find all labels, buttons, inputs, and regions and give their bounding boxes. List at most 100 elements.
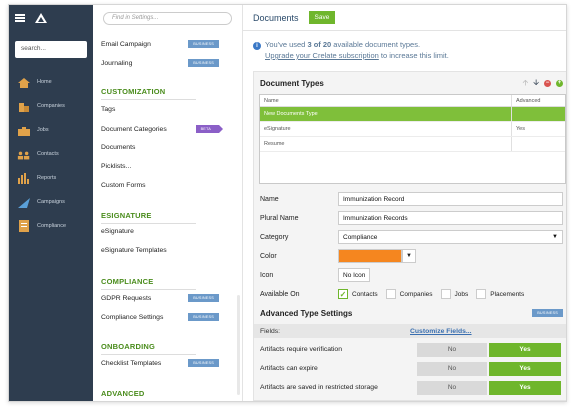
settings-item-label: GDPR Requests [101,294,152,302]
nav-item-compliance[interactable]: Compliance [9,214,93,238]
business-badge: BUSINESS [188,313,219,321]
add-icon[interactable]: + [556,79,563,87]
crelate-logo-icon[interactable] [35,13,47,23]
remove-icon[interactable]: − [544,79,551,87]
icon-picker-button[interactable]: No Icon [338,268,371,282]
settings-item-label: Documents [101,144,136,151]
table-row[interactable]: Resume [260,137,565,152]
section-divider [101,354,196,355]
nav-item-label: Campaigns [37,199,65,205]
cell-advanced [512,107,565,121]
home-icon [17,76,31,88]
nav-item-companies[interactable]: Companies [9,94,93,118]
nav-item-jobs[interactable]: Jobs [9,118,93,142]
app-window: search... Home Companies Jobs Contacts R… [8,4,567,402]
beta-badge: BETA [195,125,224,133]
settings-item-tags[interactable]: Tags [101,106,219,113]
fields-label: Fields: [260,327,281,335]
settings-item-email-campaign[interactable]: Email Campaign BUSINESS [101,40,219,48]
advanced-settings-header: Advanced Type Settings BUSINESS [254,304,566,322]
cell-name: New Documents Type [260,107,512,121]
cell-advanced [512,137,565,151]
nav-item-campaigns[interactable]: Campaigns [9,190,93,214]
nav-item-contacts[interactable]: Contacts [9,142,93,166]
available-placements[interactable]: Placements [476,289,524,299]
move-down-icon[interactable]: 🡫 [533,78,539,87]
settings-scrollbar[interactable] [237,295,240,395]
contacts-checkbox[interactable]: ✓ [338,289,348,299]
nav-item-reports[interactable]: Reports [9,166,93,190]
panel-title: Document Types [260,78,324,88]
nav-item-label: Jobs [37,127,49,133]
color-dropdown-icon[interactable]: ▼ [402,249,416,263]
settings-item-documents[interactable]: Documents [101,144,219,151]
compliance-icon [17,220,31,232]
category-row: Category Compliance ▼ [260,228,565,246]
table-row[interactable]: New Documents Type [260,107,565,122]
settings-item-esignature-templates[interactable]: eSignature Templates [101,247,219,254]
settings-item-label: Custom Forms [101,182,146,189]
menu-icon[interactable] [15,14,25,22]
name-input[interactable]: Immunization Record [338,192,563,206]
setting-can-expire: Artifacts can expire No Yes [254,360,566,377]
nav-item-label: Home [37,79,52,85]
settings-item-journaling[interactable]: Journaling BUSINESS [101,59,219,67]
section-compliance: COMPLIANCE [101,277,154,286]
contacts-label: Contacts [352,290,378,298]
yes-toggle[interactable]: Yes [489,361,561,376]
settings-item-compliance-settings[interactable]: Compliance Settings BUSINESS [101,313,219,321]
name-row: Name Immunization Record [260,190,565,208]
business-badge: BUSINESS [188,40,219,48]
section-customization: CUSTOMIZATION [101,87,166,96]
color-label: Color [260,252,277,260]
nav-item-home[interactable]: Home [9,70,93,94]
info-icon: i [253,42,261,50]
usage-count: 3 of 20 [307,40,332,49]
fields-row: Fields: Customize Fields... [254,324,566,338]
color-swatch[interactable] [338,249,402,263]
available-jobs[interactable]: Jobs [440,289,469,299]
contacts-icon [17,148,31,160]
plural-name-row: Plural Name Immunization Records [260,209,565,227]
section-divider [101,223,196,224]
plural-name-input[interactable]: Immunization Records [338,211,563,225]
jobs-label: Jobs [454,290,469,298]
no-toggle[interactable]: No [417,380,487,395]
available-companies[interactable]: Companies [385,289,433,299]
section-advanced: ADVANCED [101,389,145,398]
nav-search-input[interactable]: search... [15,41,87,58]
no-toggle[interactable]: No [417,361,487,376]
yes-toggle[interactable]: Yes [489,380,561,395]
jobs-checkbox[interactable] [440,289,451,299]
settings-search-input[interactable]: Find in Settings... [103,12,232,25]
icon-row: Icon No Icon [260,266,565,284]
section-divider [101,99,196,100]
color-row: Color ▼ [260,247,565,265]
move-up-icon[interactable]: 🡩 [522,78,529,87]
settings-item-gdpr-requests[interactable]: GDPR Requests BUSINESS [101,294,219,302]
save-button[interactable]: Save [308,11,336,24]
no-toggle[interactable]: No [417,342,487,357]
yes-toggle[interactable]: Yes [489,342,561,357]
settings-item-document-categories[interactable]: Document Categories BETA [101,125,224,133]
table-row[interactable]: eSignature Yes [260,122,565,137]
settings-item-label: Document Categories [101,125,167,133]
business-badge: BUSINESS [532,309,563,317]
placements-checkbox[interactable] [476,289,487,299]
setting-label: Artifacts are saved in restricted storag… [260,384,378,391]
name-label: Name [260,195,279,203]
settings-item-custom-forms[interactable]: Custom Forms [101,182,219,189]
setting-label: Artifacts require verification [260,346,342,353]
settings-item-esignature[interactable]: eSignature [101,228,219,235]
customize-fields-link[interactable]: Customize Fields... [410,327,472,335]
settings-item-picklists[interactable]: Picklists... [101,163,219,170]
advanced-settings-title: Advanced Type Settings [260,308,353,318]
companies-label: Companies [399,290,433,298]
upgrade-link[interactable]: Upgrade your Crelate subscription [265,51,379,60]
category-select[interactable]: Compliance ▼ [338,230,563,244]
companies-checkbox[interactable] [385,289,396,299]
business-badge: BUSINESS [188,359,219,367]
companies-icon [17,100,31,112]
settings-item-checklist-templates[interactable]: Checklist Templates BUSINESS [101,359,219,367]
available-contacts[interactable]: ✓ Contacts [338,289,378,299]
